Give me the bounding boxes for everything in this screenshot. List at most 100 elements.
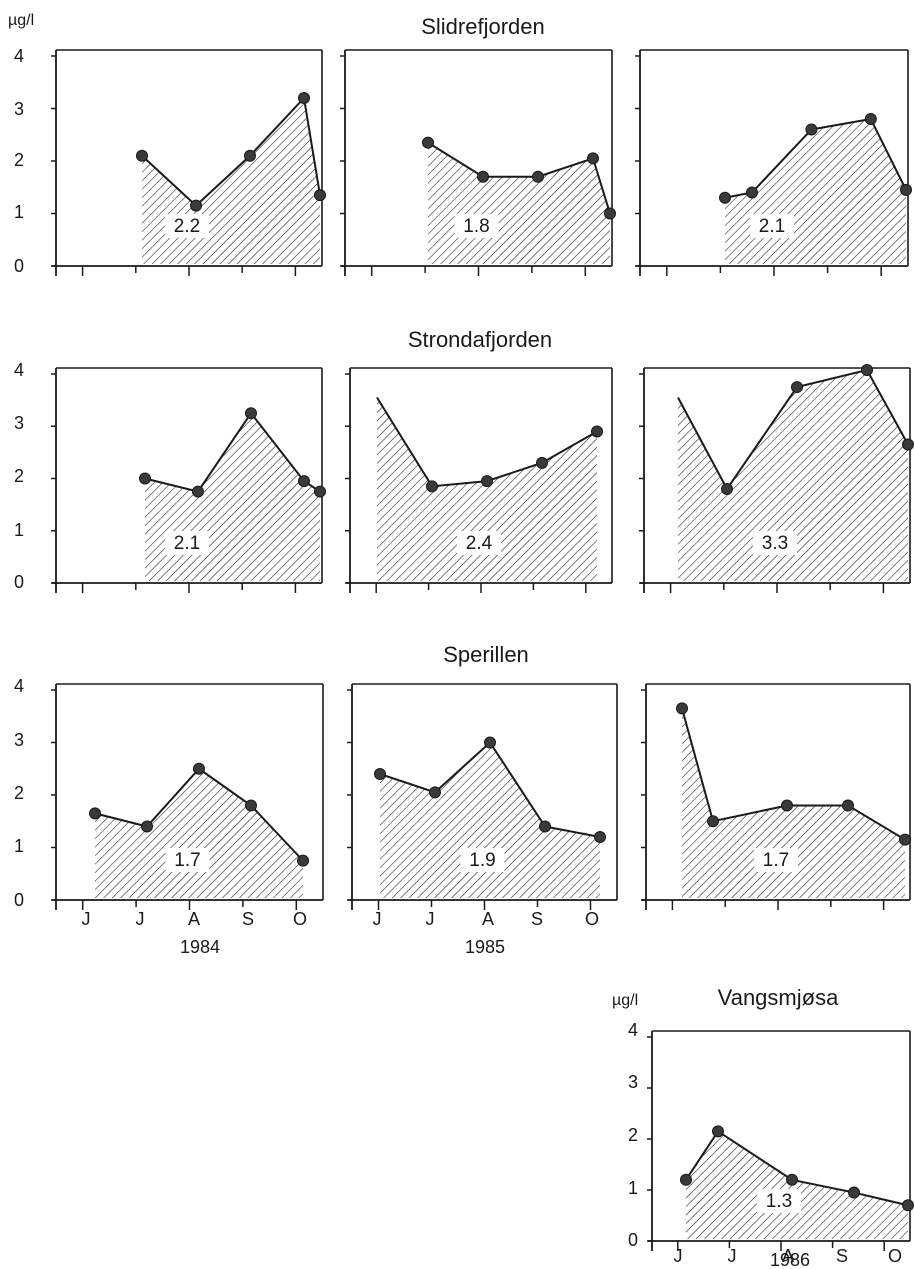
data-point	[900, 183, 912, 196]
y-tick-label: 2	[628, 1125, 638, 1145]
data-point	[314, 485, 326, 498]
hatched-area	[95, 768, 303, 898]
x-tick-label: A	[482, 909, 494, 929]
y-unit-label-vangsmjosa: µg/l	[612, 992, 638, 1009]
x-tick-label: S	[531, 909, 543, 929]
data-point	[719, 191, 731, 204]
data-point	[89, 807, 101, 820]
data-point	[136, 149, 148, 162]
data-point	[864, 113, 877, 125]
x-tick-label: J	[136, 909, 145, 929]
data-point	[298, 92, 310, 104]
data-point	[712, 1125, 724, 1138]
data-point	[587, 152, 599, 165]
data-point	[591, 425, 603, 438]
y-tick-label: 1	[14, 836, 24, 856]
x-tick-label: O	[888, 1246, 902, 1266]
mean-label-box	[165, 214, 209, 238]
hatched-area	[682, 708, 905, 898]
mean-label: 2.1	[174, 533, 200, 554]
y-tick-label: 1	[14, 202, 24, 222]
data-point	[297, 854, 309, 867]
hatched-area	[145, 413, 320, 581]
y-tick-label: 4	[628, 1020, 638, 1040]
data-point	[781, 799, 793, 812]
y-tick-label: 2	[14, 466, 24, 486]
data-point	[244, 149, 256, 162]
data-point	[141, 820, 153, 833]
mean-label-box	[457, 531, 501, 555]
data-point	[721, 482, 733, 495]
mean-label: 1.7	[763, 850, 789, 871]
year-label-1984: 1984	[180, 937, 220, 957]
mean-label: 2.1	[759, 216, 785, 237]
y-tick-label: 4	[14, 676, 24, 696]
data-point	[604, 207, 616, 220]
y-tick-label: 4	[14, 360, 24, 380]
row-title-vangsmjosa: Vangsmjøsa	[718, 985, 839, 1010]
data-point	[861, 364, 873, 376]
mean-label: 1.8	[463, 216, 489, 237]
y-tick-label: 0	[628, 1230, 638, 1250]
y-tick-label: 3	[14, 730, 24, 750]
x-tick-label: O	[585, 909, 599, 929]
mean-label-box	[165, 531, 209, 555]
data-point	[193, 762, 205, 775]
data-point	[190, 199, 202, 212]
data-point	[536, 456, 548, 469]
hatched-area	[678, 370, 908, 581]
mean-label: 2.4	[466, 533, 493, 554]
data-point	[791, 381, 803, 394]
year-label-1985: 1985	[465, 937, 505, 957]
hatched-area	[377, 397, 597, 581]
data-point	[848, 1186, 860, 1199]
mean-label-box	[750, 214, 794, 238]
data-point	[245, 407, 257, 420]
data-point	[902, 438, 914, 451]
mean-label: 1.3	[766, 1191, 792, 1212]
mean-label: 2.2	[174, 216, 200, 237]
data-point	[532, 170, 544, 183]
mean-label-box	[757, 1189, 801, 1213]
data-point	[842, 799, 854, 812]
mean-label-box	[460, 848, 505, 872]
x-tick-label: A	[188, 909, 200, 929]
data-point	[245, 799, 257, 812]
x-tick-label: J	[728, 1246, 737, 1266]
data-point	[139, 472, 151, 485]
y-tick-label: 3	[14, 413, 24, 433]
y-tick-label: 0	[14, 256, 24, 276]
year-label-1986: 1986	[770, 1250, 810, 1269]
x-tick-label: S	[242, 909, 254, 929]
data-point	[676, 702, 688, 715]
x-tick-label: S	[836, 1246, 848, 1266]
x-tick-label: A	[782, 1246, 794, 1266]
y-tick-label: 2	[14, 150, 24, 170]
data-point	[374, 768, 386, 780]
x-tick-label: J	[82, 909, 91, 929]
data-point	[481, 475, 493, 488]
data-point	[192, 485, 204, 498]
data-point	[680, 1173, 692, 1186]
y-tick-label: 0	[14, 572, 24, 592]
row-title-sperillen: Sperillen	[443, 642, 529, 667]
x-tick-label: J	[373, 909, 382, 929]
y-tick-label: 3	[14, 99, 24, 119]
mean-label: 3.3	[762, 533, 788, 554]
y-tick-label: 4	[14, 46, 24, 66]
mean-label-box	[753, 531, 797, 555]
y-tick-label: 0	[14, 890, 24, 910]
data-point	[902, 1199, 914, 1212]
data-point	[805, 123, 818, 136]
data-point	[786, 1173, 798, 1186]
data-point	[899, 833, 911, 846]
data-point	[746, 186, 758, 199]
row-title-slidrefjorden: Slidrefjorden	[421, 14, 545, 39]
data-point	[422, 136, 434, 149]
data-point	[484, 736, 496, 749]
data-point	[539, 820, 551, 833]
data-point	[477, 170, 489, 183]
y-tick-label: 2	[14, 783, 24, 803]
panels: 2.2 1.8 2.1 2.1 2.4 3.3 1.7 1.9 1.7 1.3	[51, 49, 914, 1251]
